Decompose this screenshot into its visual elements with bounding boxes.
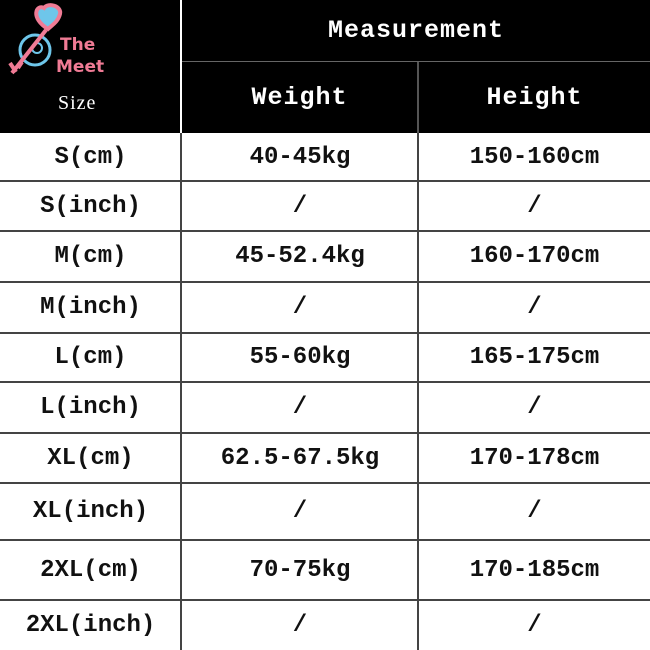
row-divider	[0, 180, 650, 182]
size-cell: 2XL(cm)	[40, 556, 141, 584]
weight-cell: /	[292, 192, 308, 220]
weight-cell: 70-75kg	[249, 556, 351, 584]
weight-cell: /	[292, 498, 308, 525]
height-cell: /	[527, 498, 542, 525]
row-divider	[0, 381, 650, 383]
column-divider	[180, 133, 182, 650]
height-cell: /	[527, 394, 542, 421]
brand-logo: The Meet	[0, 0, 181, 80]
measurement-header: Measurement	[182, 0, 650, 61]
header-divider	[182, 61, 650, 62]
weight-cell: 45-52.4kg	[235, 243, 365, 270]
weight-cell: /	[292, 611, 308, 639]
row-divider	[0, 482, 650, 484]
size-cell: L(inch)	[40, 394, 141, 421]
height-cell: 170-185cm	[469, 556, 600, 584]
height-cell: /	[527, 192, 542, 220]
size-header: Size	[0, 0, 180, 133]
height-cell: 150-160cm	[469, 143, 600, 171]
weight-cell: 40-45kg	[249, 143, 351, 171]
row-divider	[0, 332, 650, 334]
size-cell: L(cm)	[54, 344, 127, 371]
size-cell: M(inch)	[40, 294, 141, 321]
column-divider	[417, 133, 419, 650]
logo-line2: Meet	[56, 57, 105, 77]
weight-cell: /	[292, 394, 308, 421]
height-cell: /	[527, 294, 542, 321]
weight-header: Weight	[182, 62, 417, 133]
weight-cell: /	[292, 294, 308, 321]
size-header-label: Size	[58, 92, 97, 114]
row-divider	[0, 599, 650, 601]
logo-line1: The	[60, 35, 96, 55]
height-header: Height	[419, 62, 650, 133]
height-cell: 165-175cm	[469, 344, 600, 371]
size-cell: S(cm)	[54, 143, 127, 171]
weight-cell: 55-60kg	[249, 344, 351, 371]
size-cell: S(inch)	[40, 192, 141, 220]
weight-cell: 62.5-67.5kg	[220, 444, 380, 472]
row-divider	[0, 281, 650, 283]
size-cell: XL(cm)	[47, 444, 134, 472]
size-cell: XL(inch)	[32, 498, 149, 525]
column-divider	[417, 62, 419, 133]
row-divider	[0, 432, 650, 434]
size-cell: M(cm)	[54, 243, 127, 270]
height-cell: 160-170cm	[469, 243, 600, 270]
size-cell: 2XL(inch)	[25, 611, 156, 639]
height-cell: 170-178cm	[469, 444, 600, 472]
heart-key-icon	[8, 3, 63, 75]
row-divider	[0, 230, 650, 232]
height-cell: /	[527, 611, 542, 639]
row-divider	[0, 539, 650, 541]
